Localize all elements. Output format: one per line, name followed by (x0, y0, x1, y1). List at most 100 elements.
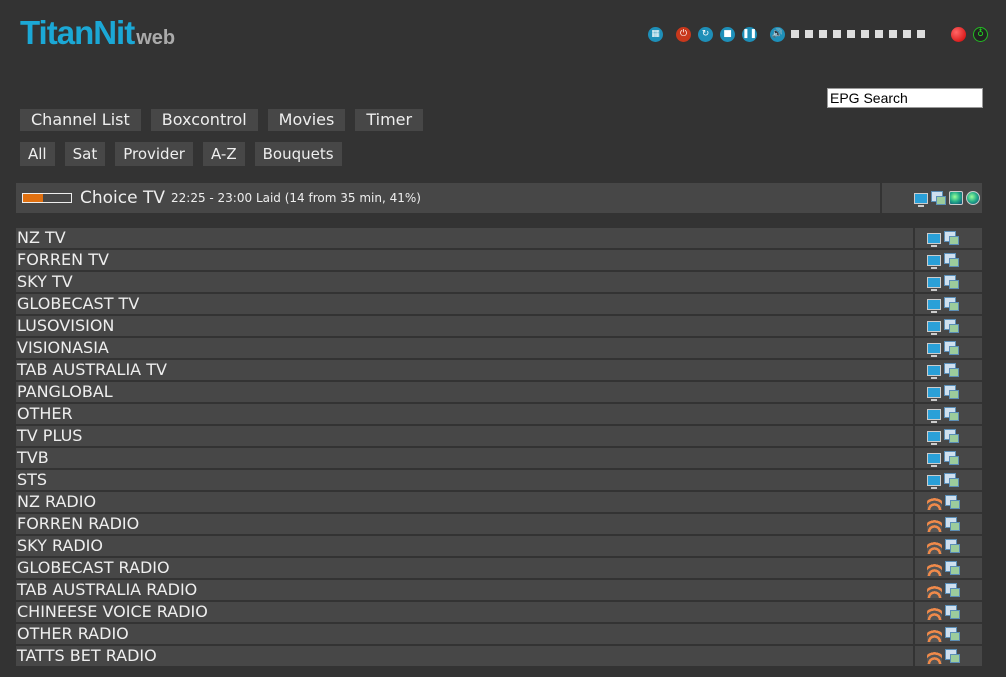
radio-icon[interactable] (927, 604, 942, 620)
channel-name[interactable]: TATTS BET RADIO (16, 646, 913, 666)
multi-icon[interactable] (945, 539, 960, 553)
channel-name[interactable]: FORREN TV (16, 250, 913, 270)
volume-step[interactable] (903, 30, 911, 38)
multi-icon[interactable] (945, 627, 960, 641)
channel-name[interactable]: TVB (16, 448, 913, 468)
channel-name[interactable]: GLOBECAST RADIO (16, 558, 913, 578)
channel-name[interactable]: TV PLUS (16, 426, 913, 446)
multi-icon[interactable] (945, 495, 960, 509)
signal-icon[interactable]: ♁ (973, 26, 988, 42)
volume-step[interactable] (889, 30, 897, 38)
restart-icon[interactable]: ↻ (698, 26, 713, 42)
tv-icon[interactable] (927, 232, 941, 247)
multi-icon[interactable] (944, 297, 959, 311)
channel-actions (915, 646, 982, 666)
tv-icon[interactable] (927, 408, 941, 423)
channel-row: LUSOVISION (16, 316, 982, 336)
multi-icon[interactable] (944, 363, 959, 377)
channel-name[interactable]: SKY RADIO (16, 536, 913, 556)
volume-step[interactable] (847, 30, 855, 38)
tv-icon[interactable] (927, 298, 941, 313)
channel-name[interactable]: NZ RADIO (16, 492, 913, 512)
subnav-sat[interactable]: Sat (64, 142, 106, 166)
globe-icon[interactable] (966, 191, 980, 205)
radio-icon[interactable] (927, 494, 942, 510)
multi-icon[interactable] (944, 407, 959, 421)
radio-icon[interactable] (927, 626, 942, 642)
volume-step[interactable] (875, 30, 883, 38)
tv-icon[interactable] (927, 452, 941, 467)
multi-icon[interactable] (944, 275, 959, 289)
record-icon[interactable] (951, 26, 966, 42)
remote-icon[interactable]: ▦ (648, 26, 663, 42)
multi-icon[interactable] (944, 319, 959, 333)
subnav-a-z[interactable]: A-Z (202, 142, 245, 166)
multi-icon[interactable] (944, 341, 959, 355)
current-channel-bar: Choice TV 22:25 - 23:00 Laid (14 from 35… (16, 183, 880, 213)
subnav-provider[interactable]: Provider (115, 142, 193, 166)
channel-name[interactable]: CHINEESE VOICE RADIO (16, 602, 913, 622)
channel-name[interactable]: OTHER (16, 404, 913, 424)
channel-name[interactable]: TAB AUSTRALIA RADIO (16, 580, 913, 600)
channel-row: TAB AUSTRALIA RADIO (16, 580, 982, 600)
subnav-all[interactable]: All (20, 142, 55, 166)
multi-icon[interactable] (945, 561, 960, 575)
power-icon[interactable]: ⏻ (676, 26, 691, 42)
pause-icon[interactable]: ❚❚ (742, 26, 757, 42)
multi-icon[interactable] (945, 583, 960, 597)
channel-name[interactable]: SKY TV (16, 272, 913, 292)
channel-actions (915, 602, 982, 622)
multi-icon[interactable] (945, 605, 960, 619)
stop-icon[interactable]: ■ (720, 26, 735, 42)
radio-icon[interactable] (927, 560, 942, 576)
tv-icon[interactable] (927, 474, 941, 489)
volume-step[interactable] (791, 30, 799, 38)
multi-icon[interactable] (944, 429, 959, 443)
multi-icon[interactable] (945, 649, 960, 663)
radio-icon[interactable] (927, 648, 942, 664)
multi-icon[interactable] (944, 451, 959, 465)
channel-name[interactable]: OTHER RADIO (16, 624, 913, 644)
channel-row: STS (16, 470, 982, 490)
nav-channel-list[interactable]: Channel List (20, 109, 141, 131)
multi-icon[interactable] (944, 473, 959, 487)
channel-name[interactable]: VISIONASIA (16, 338, 913, 358)
tv-icon[interactable] (927, 386, 941, 401)
tv-icon[interactable] (927, 254, 941, 269)
radio-icon[interactable] (927, 516, 942, 532)
tv-icon[interactable] (927, 364, 941, 379)
tv-icon[interactable] (927, 342, 941, 357)
tv-icon[interactable] (927, 320, 941, 335)
radio-icon[interactable] (927, 582, 942, 598)
volume-icon[interactable]: 🔊 (770, 26, 785, 42)
volume-step[interactable] (819, 30, 827, 38)
channel-row: SKY RADIO (16, 536, 982, 556)
channel-name[interactable]: STS (16, 470, 913, 490)
channel-name[interactable]: TAB AUSTRALIA TV (16, 360, 913, 380)
multi-icon[interactable] (944, 253, 959, 267)
volume-step[interactable] (917, 30, 925, 38)
volume-step[interactable] (805, 30, 813, 38)
multi-icon[interactable] (945, 517, 960, 531)
nav-timer[interactable]: Timer (355, 109, 424, 131)
nav-boxcontrol[interactable]: Boxcontrol (150, 109, 258, 131)
subnav-bouquets[interactable]: Bouquets (254, 142, 342, 166)
volume-step[interactable] (833, 30, 841, 38)
channel-name[interactable]: PANGLOBAL (16, 382, 913, 402)
epg-search-input[interactable] (827, 88, 983, 108)
epg-icon[interactable] (949, 191, 963, 205)
multi-icon[interactable] (944, 231, 959, 245)
radio-icon[interactable] (927, 538, 942, 554)
multi-icon[interactable] (944, 385, 959, 399)
channel-name[interactable]: GLOBECAST TV (16, 294, 913, 314)
volume-step[interactable] (861, 30, 869, 38)
channel-name[interactable]: FORREN RADIO (16, 514, 913, 534)
channel-name[interactable]: LUSOVISION (16, 316, 913, 336)
tv-icon[interactable] (927, 430, 941, 445)
tv-icon[interactable] (927, 276, 941, 291)
channel-row: VISIONASIA (16, 338, 982, 358)
channel-name[interactable]: NZ TV (16, 228, 913, 248)
multi-icon[interactable] (931, 191, 946, 205)
nav-movies[interactable]: Movies (267, 109, 346, 131)
tv-icon[interactable] (914, 192, 928, 207)
